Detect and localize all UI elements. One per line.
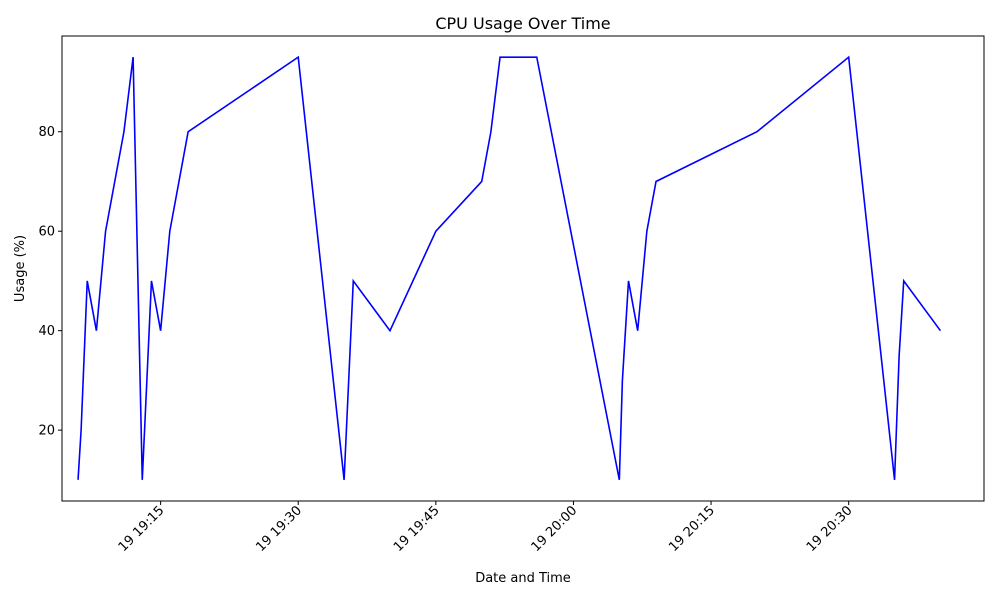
chart-title: CPU Usage Over Time (435, 14, 610, 33)
y-tick-label: 40 (38, 324, 55, 339)
x-tick-label: 19 20:00 (529, 503, 581, 555)
y-tick-label: 20 (38, 424, 55, 439)
x-tick-label: 19 19:30 (253, 503, 305, 555)
x-axis-label: Date and Time (475, 571, 571, 586)
y-tick-label: 60 (38, 225, 55, 240)
y-tick-label: 80 (38, 125, 55, 140)
y-axis: 20 40 60 80 (38, 125, 62, 439)
plot-area (61, 35, 985, 502)
x-axis: 19 19:15 19 19:30 19 19:45 19 20:00 19 20:15… (116, 501, 856, 555)
x-tick-label: 19 19:15 (116, 503, 168, 555)
series-line (77, 55, 942, 481)
series-layer (77, 55, 942, 481)
y-axis-label: Usage (%) (13, 235, 28, 302)
x-tick-label: 19 20:30 (804, 503, 856, 555)
x-tick-label: 19 20:15 (666, 503, 718, 555)
x-tick-label: 19 19:45 (391, 503, 443, 555)
